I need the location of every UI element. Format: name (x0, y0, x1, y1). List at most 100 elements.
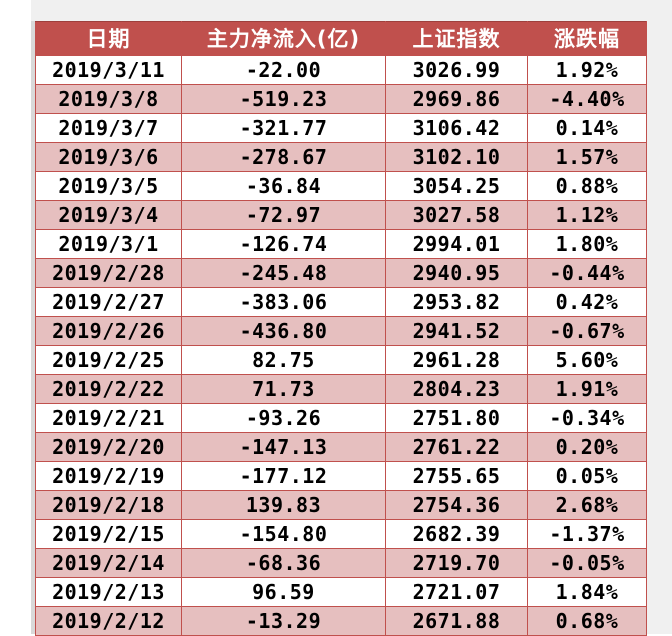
cell-index[interactable]: 3102.10 (385, 142, 528, 172)
cell-net-inflow[interactable]: 96.59 (181, 577, 386, 607)
cell-net-inflow[interactable]: -22.00 (181, 55, 386, 85)
cell-date[interactable]: 2019/3/4 (35, 200, 182, 230)
cell-date[interactable]: 2019/3/7 (35, 113, 182, 143)
cell-net-inflow[interactable]: -154.80 (181, 519, 386, 549)
cell-net-inflow[interactable]: -68.36 (181, 548, 386, 578)
cell-date[interactable]: 2019/2/15 (35, 519, 182, 549)
table-row[interactable]: 2019/2/27 -383.06 2953.82 0.42% (35, 287, 647, 317)
cell-change[interactable]: 0.68% (527, 606, 647, 636)
cell-net-inflow[interactable]: -383.06 (181, 287, 386, 317)
cell-change[interactable]: -1.37% (527, 519, 647, 549)
cell-change[interactable]: -4.40% (527, 84, 647, 114)
cell-date[interactable]: 2019/2/26 (35, 316, 182, 346)
table-row[interactable]: 2019/3/5 -36.84 3054.25 0.88% (35, 171, 647, 201)
cell-net-inflow[interactable]: -147.13 (181, 432, 386, 462)
cell-change[interactable]: 5.60% (527, 345, 647, 375)
cell-index[interactable]: 2941.52 (385, 316, 528, 346)
cell-net-inflow[interactable]: -245.48 (181, 258, 386, 288)
cell-date[interactable]: 2019/2/18 (35, 490, 182, 520)
table-row[interactable]: 2019/2/25 82.75 2961.28 5.60% (35, 345, 647, 375)
table-row[interactable]: 2019/3/6 -278.67 3102.10 1.57% (35, 142, 647, 172)
cell-index[interactable]: 2994.01 (385, 229, 528, 259)
cell-change[interactable]: 0.20% (527, 432, 647, 462)
table-row[interactable]: 2019/3/8 -519.23 2969.86 -4.40% (35, 84, 647, 114)
cell-date[interactable]: 2019/2/25 (35, 345, 182, 375)
cell-index[interactable]: 3054.25 (385, 171, 528, 201)
table-row[interactable]: 2019/2/15 -154.80 2682.39 -1.37% (35, 519, 647, 549)
cell-net-inflow[interactable]: -519.23 (181, 84, 386, 114)
cell-index[interactable]: 2671.88 (385, 606, 528, 636)
column-header-index[interactable]: 上证指数 (385, 21, 528, 56)
table-row[interactable]: 2019/2/14 -68.36 2719.70 -0.05% (35, 548, 647, 578)
table-row[interactable]: 2019/3/11 -22.00 3026.99 1.92% (35, 55, 647, 85)
cell-net-inflow[interactable]: -436.80 (181, 316, 386, 346)
cell-net-inflow[interactable]: -278.67 (181, 142, 386, 172)
cell-change[interactable]: 0.14% (527, 113, 647, 143)
cell-net-inflow[interactable]: -321.77 (181, 113, 386, 143)
cell-index[interactable]: 2751.80 (385, 403, 528, 433)
cell-date[interactable]: 2019/2/28 (35, 258, 182, 288)
cell-net-inflow[interactable]: -36.84 (181, 171, 386, 201)
table-row[interactable]: 2019/2/13 96.59 2721.07 1.84% (35, 577, 647, 607)
cell-index[interactable]: 2961.28 (385, 345, 528, 375)
cell-net-inflow[interactable]: -126.74 (181, 229, 386, 259)
cell-net-inflow[interactable]: 71.73 (181, 374, 386, 404)
cell-change[interactable]: -0.67% (527, 316, 647, 346)
column-header-net-inflow[interactable]: 主力净流入(亿) (181, 21, 386, 56)
cell-change[interactable]: 1.57% (527, 142, 647, 172)
table-row[interactable]: 2019/2/22 71.73 2804.23 1.91% (35, 374, 647, 404)
cell-net-inflow[interactable]: -177.12 (181, 461, 386, 491)
table-row[interactable]: 2019/2/21 -93.26 2751.80 -0.34% (35, 403, 647, 433)
cell-index[interactable]: 2940.95 (385, 258, 528, 288)
cell-index[interactable]: 2754.36 (385, 490, 528, 520)
cell-index[interactable]: 2682.39 (385, 519, 528, 549)
table-row[interactable]: 2019/3/1 -126.74 2994.01 1.80% (35, 229, 647, 259)
cell-change[interactable]: 1.12% (527, 200, 647, 230)
cell-change[interactable]: -0.05% (527, 548, 647, 578)
cell-index[interactable]: 3027.58 (385, 200, 528, 230)
cell-change[interactable]: 1.84% (527, 577, 647, 607)
cell-index[interactable]: 2969.86 (385, 84, 528, 114)
cell-index[interactable]: 2953.82 (385, 287, 528, 317)
table-row[interactable]: 2019/3/7 -321.77 3106.42 0.14% (35, 113, 647, 143)
cell-date[interactable]: 2019/2/22 (35, 374, 182, 404)
cell-date[interactable]: 2019/2/21 (35, 403, 182, 433)
cell-change[interactable]: -0.34% (527, 403, 647, 433)
cell-date[interactable]: 2019/3/5 (35, 171, 182, 201)
cell-change[interactable]: 1.92% (527, 55, 647, 85)
cell-net-inflow[interactable]: 82.75 (181, 345, 386, 375)
cell-date[interactable]: 2019/2/12 (35, 606, 182, 636)
cell-index[interactable]: 2804.23 (385, 374, 528, 404)
cell-date[interactable]: 2019/3/8 (35, 84, 182, 114)
table-row[interactable]: 2019/2/12 -13.29 2671.88 0.68% (35, 606, 647, 636)
cell-net-inflow[interactable]: -72.97 (181, 200, 386, 230)
cell-index[interactable]: 2721.07 (385, 577, 528, 607)
cell-index[interactable]: 3026.99 (385, 55, 528, 85)
table-row[interactable]: 2019/2/19 -177.12 2755.65 0.05% (35, 461, 647, 491)
cell-change[interactable]: 2.68% (527, 490, 647, 520)
cell-index[interactable]: 3106.42 (385, 113, 528, 143)
table-row[interactable]: 2019/3/4 -72.97 3027.58 1.12% (35, 200, 647, 230)
cell-index[interactable]: 2761.22 (385, 432, 528, 462)
cell-change[interactable]: 0.88% (527, 171, 647, 201)
cell-date[interactable]: 2019/2/20 (35, 432, 182, 462)
cell-net-inflow[interactable]: 139.83 (181, 490, 386, 520)
table-row[interactable]: 2019/2/20 -147.13 2761.22 0.20% (35, 432, 647, 462)
cell-date[interactable]: 2019/2/19 (35, 461, 182, 491)
cell-date[interactable]: 2019/3/6 (35, 142, 182, 172)
column-header-change[interactable]: 涨跌幅 (527, 21, 647, 56)
table-row[interactable]: 2019/2/28 -245.48 2940.95 -0.44% (35, 258, 647, 288)
cell-change[interactable]: 0.05% (527, 461, 647, 491)
cell-change[interactable]: 0.42% (527, 287, 647, 317)
cell-net-inflow[interactable]: -93.26 (181, 403, 386, 433)
table-row[interactable]: 2019/2/18 139.83 2754.36 2.68% (35, 490, 647, 520)
column-header-date[interactable]: 日期 (35, 21, 182, 56)
cell-change[interactable]: 1.80% (527, 229, 647, 259)
cell-date[interactable]: 2019/2/14 (35, 548, 182, 578)
cell-index[interactable]: 2719.70 (385, 548, 528, 578)
table-row[interactable]: 2019/2/26 -436.80 2941.52 -0.67% (35, 316, 647, 346)
cell-date[interactable]: 2019/2/27 (35, 287, 182, 317)
cell-change[interactable]: -0.44% (527, 258, 647, 288)
cell-net-inflow[interactable]: -13.29 (181, 606, 386, 636)
cell-change[interactable]: 1.91% (527, 374, 647, 404)
